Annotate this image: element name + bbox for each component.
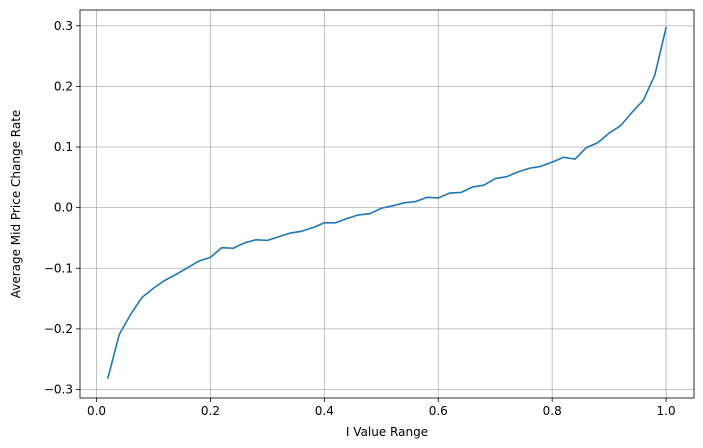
x-tick-label: 0.0 — [87, 404, 106, 418]
x-tick-label: 0.8 — [543, 404, 562, 418]
plot-frame — [79, 9, 695, 399]
series-layer — [106, 26, 668, 379]
y-tick-label: 0.3 — [54, 19, 73, 33]
y-tick-label: 0.1 — [54, 140, 73, 154]
y-tick-label: 0.2 — [54, 79, 73, 93]
x-axis-label: I Value Range — [346, 425, 428, 439]
axis-ticks: 0.0 0.2 0.4 0.6 0.8 1.0 −0.3 −0.2 −0.1 0.0 0.1 0.2 0… — [44, 19, 676, 418]
y-tick-label: 0.0 — [54, 201, 73, 215]
x-tick-label: 0.4 — [315, 404, 334, 418]
x-tick-label: 0.6 — [429, 404, 448, 418]
y-axis-label: Average Mid Price Change Rate — [9, 110, 23, 299]
y-tick-label: −0.2 — [44, 322, 73, 336]
grid-lines — [80, 10, 694, 398]
y-tick-label: −0.3 — [44, 383, 73, 397]
x-tick-label: 1.0 — [657, 404, 676, 418]
series-line — [106, 26, 668, 379]
x-tick-label: 0.2 — [201, 404, 220, 418]
y-tick-label: −0.1 — [44, 261, 73, 275]
